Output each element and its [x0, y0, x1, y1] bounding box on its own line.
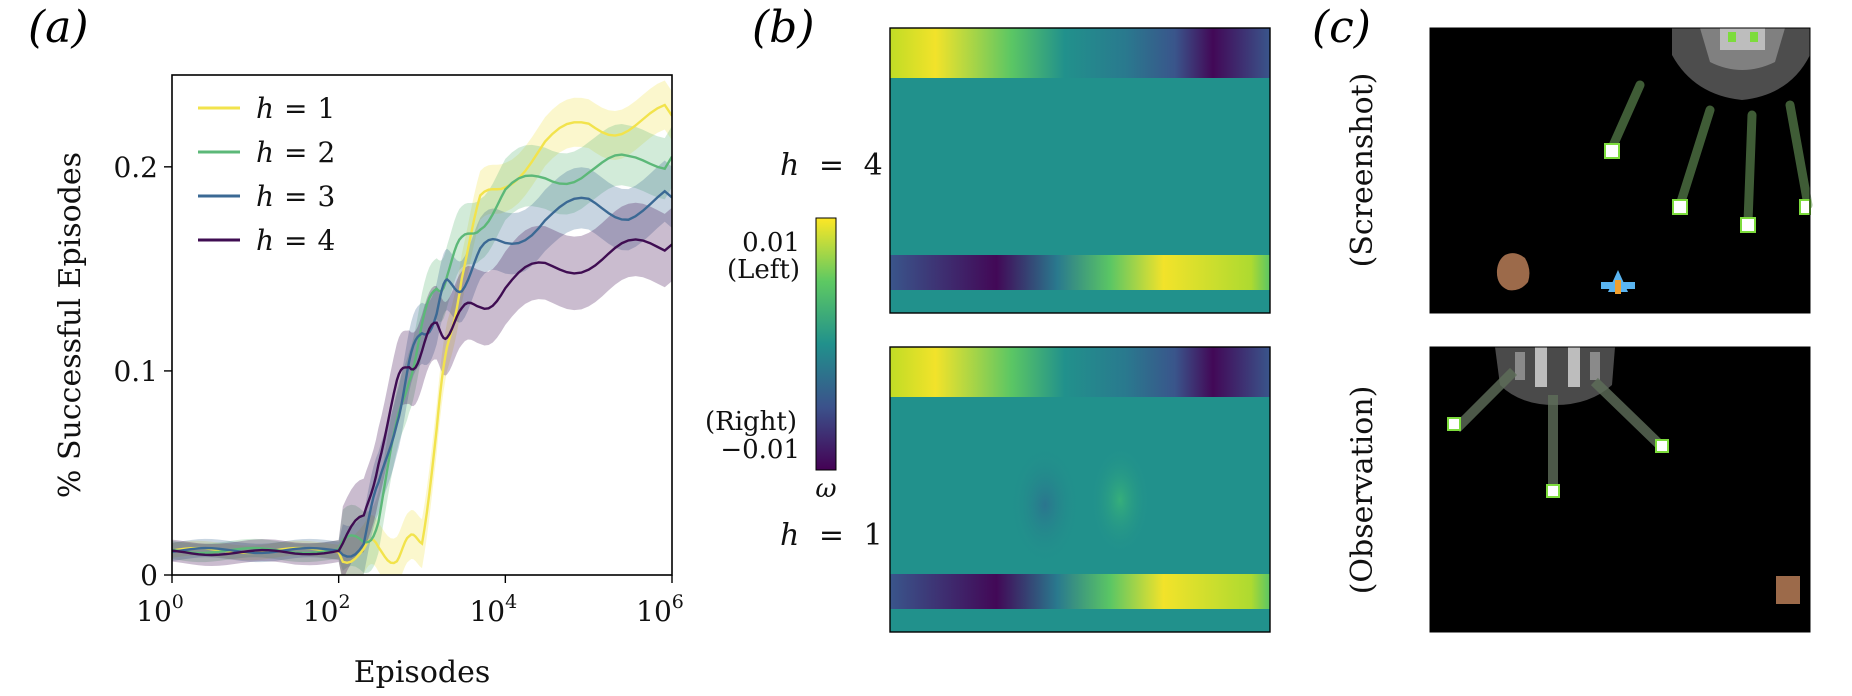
colorbar-max: 0.01	[742, 228, 800, 258]
y-tick-label: 0.1	[113, 355, 158, 388]
line-h4	[172, 238, 672, 557]
heatmap-h4	[889, 27, 1271, 314]
screenshot-frame	[1429, 27, 1813, 314]
observation-label: (Observation)	[1345, 386, 1380, 595]
panel-label-c: (c)	[1312, 2, 1371, 53]
enemy-trails	[1607, 80, 1813, 227]
panel-label-a: (a)	[28, 2, 89, 53]
row-label-h1: h = 1	[780, 518, 883, 553]
x-tick-label: 104	[469, 591, 517, 628]
y-tick-label: 0.2	[113, 151, 158, 184]
legend-entry: h = 4	[256, 224, 335, 257]
mothership-icon-obs	[1495, 347, 1615, 405]
enemy-icon	[1604, 143, 1811, 233]
series-lines	[172, 103, 672, 565]
enemy-trails-obs	[1452, 367, 1668, 495]
x-axis-label: Episodes	[354, 655, 491, 690]
x-tick-label: 102	[303, 591, 351, 628]
player-ship-icon	[1601, 270, 1635, 294]
axis-ticks: 100 102 104 106 0 0.1 0.2	[113, 151, 683, 628]
legend-entry: h = 3	[256, 180, 335, 213]
colorbar-symbol: ω	[815, 474, 836, 504]
observation-frame	[1429, 346, 1811, 633]
plot-frame	[171, 74, 673, 576]
band-h4	[172, 202, 672, 575]
band-h3	[172, 160, 672, 575]
colorbar: 0.01 (Left) (Right) −0.01 ω	[705, 217, 837, 504]
panel-label-b: (b)	[752, 2, 815, 53]
row-label-h4: h = 4	[780, 148, 883, 183]
enemy-icon-obs	[1447, 417, 1669, 498]
line-h3	[172, 189, 672, 558]
y-axis-label: % Successful Episodes	[53, 152, 88, 498]
colorbar-min: −0.01	[720, 435, 800, 465]
asteroid-icon-obs	[1776, 576, 1800, 604]
asteroid-icon	[1496, 253, 1530, 291]
success-rate-chart: 100 102 104 106 0 0.1 0.2 Episodes % Successfu…	[53, 74, 684, 690]
colorbar-min-note: (Right)	[705, 407, 797, 437]
mothership-icon	[1672, 28, 1810, 100]
screenshot-label: (Screenshot)	[1345, 73, 1380, 268]
x-tick-label: 106	[636, 591, 684, 628]
x-tick-label: 100	[136, 591, 184, 628]
legend-entry: h = 2	[256, 136, 335, 169]
legend-entry: h = 1	[256, 92, 335, 125]
game-frames: (Screenshot) (Observation)	[1345, 27, 1813, 633]
legend: h = 1 h = 2 h = 3 h = 4	[198, 92, 335, 257]
heatmap-h1	[889, 346, 1271, 633]
y-tick-label: 0	[140, 559, 158, 592]
colorbar-max-note: (Left)	[727, 255, 800, 285]
band-h1	[172, 80, 672, 575]
weight-heatmaps: h = 4 h = 1 0.01 (Left) (Right) −0.01 ω	[705, 27, 1271, 633]
